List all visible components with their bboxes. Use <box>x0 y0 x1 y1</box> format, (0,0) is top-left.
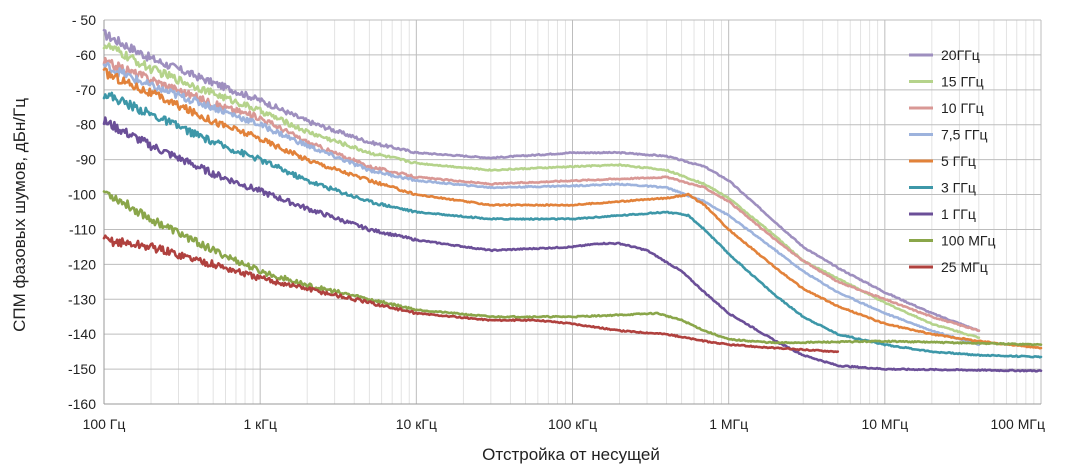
x-axis-title: Отстройка от несущей <box>482 445 660 464</box>
x-tick-label: 10 МГц <box>861 416 908 432</box>
legend-label: 3 ГГц <box>941 180 976 196</box>
legend-label: 5 ГГц <box>941 153 976 169</box>
x-tick-label: 100 кГц <box>548 416 597 432</box>
y-tick-label: -160 <box>68 396 96 412</box>
legend-label: 20ГГц <box>941 47 980 63</box>
series-line-4 <box>102 62 981 346</box>
series-line-2 <box>102 42 981 339</box>
y-tick-label: - 50 <box>72 12 96 28</box>
axes: - 50 -60 -70 -80 -90 -100 -110 -120 -130 -140 -150… <box>68 12 1045 432</box>
x-tick-label: 1 кГц <box>243 416 276 432</box>
y-tick-label: -120 <box>68 256 96 272</box>
y-tick-label: -80 <box>76 117 96 133</box>
y-tick-label: -100 <box>68 187 96 203</box>
legend: 20ГГц 15 ГГц 10 ГГц 7,5 ГГц 5 ГГц 3 ГГц 1 ГГц 1… <box>909 47 996 275</box>
x-tick-label: 1 МГц <box>709 416 748 432</box>
y-tick-label: -90 <box>76 152 96 168</box>
y-tick-label: -60 <box>76 47 96 63</box>
legend-label: 15 ГГц <box>941 74 984 90</box>
x-tick-label: 10 кГц <box>396 416 437 432</box>
legend-label: 1 ГГц <box>941 206 976 222</box>
y-tick-label: -130 <box>68 291 96 307</box>
y-tick-label: -150 <box>68 361 96 377</box>
y-tick-label: -140 <box>68 326 96 342</box>
y-tick-label: -110 <box>69 221 96 237</box>
x-tick-label: 100 Гц <box>83 416 126 432</box>
series-line-3 <box>102 56 981 332</box>
series-line-5 <box>102 67 1043 350</box>
series-lines <box>102 28 1043 373</box>
series-line-9 <box>102 234 840 354</box>
legend-label: 25 МГц <box>941 259 988 275</box>
series-line-8 <box>102 190 1043 347</box>
x-tick-label: 100 МГц <box>990 416 1045 432</box>
series-line-7 <box>102 116 1043 373</box>
y-tick-label: -70 <box>76 82 96 98</box>
legend-label: 7,5 ГГц <box>941 127 988 143</box>
series-line-1 <box>102 28 981 332</box>
series-line-6 <box>102 91 1043 359</box>
legend-label: 10 ГГц <box>941 100 984 116</box>
y-axis-title: СПМ фазовых шумов, дБн/Гц <box>10 98 29 332</box>
legend-label: 100 МГц <box>941 233 996 249</box>
